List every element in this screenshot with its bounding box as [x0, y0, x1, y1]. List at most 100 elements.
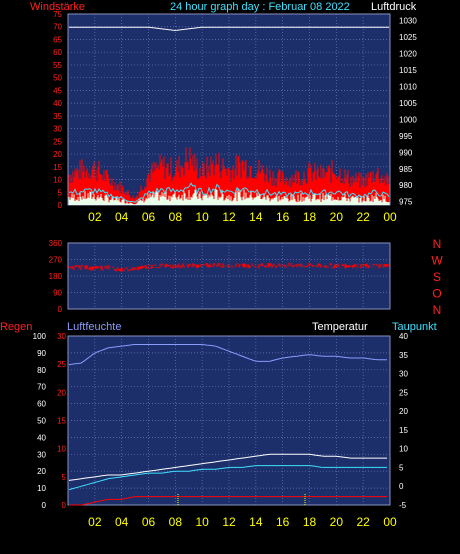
time-tick-label-lower: 02: [88, 515, 102, 529]
pressure-tick-label: 1030: [399, 17, 417, 26]
rain-tick-label: 10: [57, 445, 66, 454]
time-tick-label-lower: 20: [330, 515, 344, 529]
wind-tick-label: 20: [53, 150, 62, 159]
time-tick-label: 18: [303, 210, 317, 224]
time-tick-label-lower: 16: [276, 515, 290, 529]
time-tick-label-lower: 18: [303, 515, 317, 529]
direction-compass-label: W: [431, 254, 443, 268]
luftfeuchte-label: Luftfeuchte: [67, 321, 121, 333]
direction-tick-label: 90: [53, 289, 62, 298]
temperature-tick-label: 35: [399, 351, 408, 360]
humidity-tick-label: 50: [37, 417, 46, 426]
rain-line: [69, 496, 387, 506]
wind-tick-label: 25: [53, 137, 62, 146]
rain-tick-label: 20: [57, 388, 66, 397]
pressure-tick-label: 1000: [399, 115, 417, 124]
pressure-tick-label: 975: [399, 198, 413, 207]
humidity-tick-label: 100: [33, 332, 47, 341]
wind-tick-label: 15: [53, 163, 62, 172]
rain-tick-label: 15: [57, 417, 66, 426]
time-tick-label-lower: 06: [142, 515, 156, 529]
time-tick-label: 02: [88, 210, 102, 224]
wind-tick-label: 75: [53, 10, 62, 19]
time-tick-label: 06: [142, 210, 156, 224]
temperature-tick-label: -5: [399, 501, 407, 510]
direction-tick-label: 360: [49, 239, 63, 248]
wind-tick-label: 0: [58, 201, 63, 210]
time-tick-label: 20: [330, 210, 344, 224]
taupunkt-label: Taupunkt: [392, 321, 437, 333]
temperature-tick-label: 25: [399, 388, 408, 397]
humidity-tick-label: 80: [37, 366, 46, 375]
time-tick-label: 14: [249, 210, 263, 224]
time-tick-label: 00: [383, 210, 397, 224]
rain-tick-label: 30: [57, 332, 66, 341]
humidity-line: [68, 344, 387, 366]
direction-compass-label: N: [433, 237, 442, 251]
temperature-tick-label: 5: [399, 463, 404, 472]
time-tick-label-lower: 04: [115, 515, 129, 529]
wind-tick-label: 30: [53, 125, 62, 134]
time-tick-label: 12: [222, 210, 236, 224]
humidity-tick-label: 90: [37, 349, 46, 358]
pressure-tick-label: 990: [399, 148, 413, 157]
temperatur-label: Temperatur: [312, 321, 368, 333]
humidity-tick-label: 10: [37, 484, 46, 493]
direction-tick-label: 270: [49, 256, 63, 265]
direction-compass-label: O: [432, 287, 441, 301]
temperature-tick-label: 10: [399, 445, 408, 454]
pressure-tick-label: 995: [399, 132, 413, 141]
temperature-tick-label: 40: [399, 332, 408, 341]
rain-tick-label: 0: [62, 501, 67, 510]
humidity-tick-label: 70: [37, 383, 46, 392]
pressure-tick-label: 1025: [399, 33, 417, 42]
pressure-tick-label: 985: [399, 165, 413, 174]
chart-title: 24 hour graph day : Februar 08 2022: [170, 1, 350, 13]
rain-tick-label: 25: [57, 360, 66, 369]
regen-label: Regen: [0, 321, 32, 333]
dewpoint-line: [68, 465, 387, 491]
wind-tick-label: 65: [53, 35, 62, 44]
pressure-line: [69, 26, 389, 31]
time-tick-label-lower: 14: [249, 515, 263, 529]
temperature-tick-label: 0: [399, 482, 404, 491]
wind-tick-label: 40: [53, 99, 62, 108]
humidity-tick-label: 30: [37, 450, 46, 459]
wind-tick-label: 10: [53, 176, 62, 185]
wind-tick-label: 35: [53, 112, 62, 121]
pressure-tick-label: 1010: [399, 82, 417, 91]
humidity-tick-label: 20: [37, 467, 46, 476]
pressure-tick-label: 1020: [399, 50, 417, 59]
time-tick-label: 10: [195, 210, 209, 224]
time-tick-label: 04: [115, 210, 129, 224]
wind-tick-label: 60: [53, 48, 62, 57]
pressure-tick-label: 1005: [399, 99, 417, 108]
pressure-tick-label: 980: [399, 181, 413, 190]
time-tick-label: 08: [169, 210, 183, 224]
temperature-tick-label: 20: [399, 407, 408, 416]
time-tick-label: 16: [276, 210, 290, 224]
direction-compass-label: N: [433, 303, 442, 317]
luftdruck-label: Luftdruck: [371, 1, 417, 13]
direction-compass-label: S: [433, 270, 441, 284]
temperature-line: [68, 453, 387, 481]
wind-tick-label: 50: [53, 74, 62, 83]
wind-mean-line: [68, 182, 390, 203]
rain-tick-label: 5: [62, 473, 67, 482]
wind-tick-label: 45: [53, 86, 62, 95]
time-tick-label-lower: 00: [383, 515, 397, 529]
time-tick-label-lower: 22: [356, 515, 370, 529]
pressure-tick-label: 1015: [399, 66, 417, 75]
windstaerke-label: Windstärke: [30, 1, 85, 13]
wind-tick-label: 55: [53, 61, 62, 70]
direction-tick-label: 180: [49, 272, 63, 281]
humidity-tick-label: 0: [42, 501, 47, 510]
wind-tick-label: 70: [53, 23, 62, 32]
time-tick-label-lower: 08: [169, 515, 183, 529]
temperature-tick-label: 15: [399, 426, 408, 435]
humidity-tick-label: 60: [37, 400, 46, 409]
direction-tick-label: 0: [58, 305, 63, 314]
chart-layer: 0510152025303540455055606570759759809859…: [33, 10, 444, 529]
time-tick-label: 22: [356, 210, 370, 224]
